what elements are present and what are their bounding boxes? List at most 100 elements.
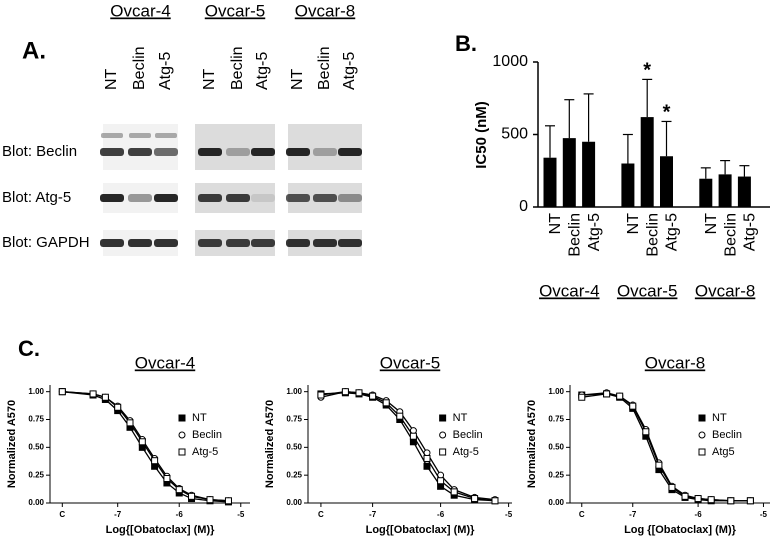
marker <box>341 388 349 396</box>
blot-band <box>251 194 275 202</box>
blot-band <box>128 194 152 202</box>
blot-band <box>286 239 310 247</box>
lane-label: Atg-5 <box>254 52 271 90</box>
y-tick-label: 0 <box>519 198 528 215</box>
y-tick-label: 500 <box>501 126 528 143</box>
bar <box>718 174 732 207</box>
marker <box>698 414 706 422</box>
y-axis-label: Normalized A570 <box>264 400 276 488</box>
x-tick-label: -5 <box>237 510 245 519</box>
blot-band <box>154 194 178 202</box>
marker <box>578 393 586 401</box>
blot-band <box>128 239 152 247</box>
lane-label: Atg-5 <box>157 52 174 90</box>
chart-title: Ovcar-5 <box>380 353 440 372</box>
y-tick-label: 0.75 <box>548 415 564 424</box>
panel-label: C. <box>18 336 40 361</box>
panel-label: B. <box>455 31 477 56</box>
x-tick-label: C <box>59 510 65 519</box>
y-tick-label: 0.00 <box>28 498 44 507</box>
marker <box>114 403 122 411</box>
x-tick-label: Atg-5 <box>742 213 759 251</box>
marker <box>224 497 232 505</box>
blot-band <box>313 239 337 247</box>
marker <box>746 497 754 505</box>
x-tick-label: -6 <box>176 510 184 519</box>
marker <box>707 496 715 504</box>
blot-band <box>286 148 310 156</box>
bar <box>543 157 557 207</box>
x-tick-label: -7 <box>369 510 377 519</box>
x-tick-label: -5 <box>505 510 513 519</box>
marker <box>163 475 171 483</box>
y-tick-label: 0.25 <box>28 470 44 479</box>
marker <box>603 390 611 398</box>
x-tick-label: C <box>318 510 324 519</box>
marker <box>58 388 66 396</box>
x-tick-label: NT <box>625 213 642 235</box>
lane-label: NT <box>103 68 120 90</box>
legend-label: Atg-5 <box>192 446 218 458</box>
x-axis-label: Log{[Obatoclax] (M)} <box>366 524 475 536</box>
marker <box>629 402 637 410</box>
panel-label: A. <box>22 37 46 64</box>
marker <box>101 393 109 401</box>
x-tick-label: Atg-5 <box>586 213 603 251</box>
bar <box>660 156 673 207</box>
chart-title: Ovcar-4 <box>135 353 195 372</box>
marker <box>423 462 431 470</box>
bar <box>621 163 635 207</box>
group-label: Ovcar-8 <box>295 1 355 20</box>
lane-label: Atg-5 <box>341 52 358 90</box>
blot-band <box>338 239 362 247</box>
x-tick-label: NT <box>703 213 720 235</box>
lane-label: NT <box>289 68 306 90</box>
blot-band <box>155 133 177 138</box>
legend-label: Beclin <box>712 429 742 441</box>
x-tick-label: Beclin <box>567 213 584 257</box>
marker <box>423 454 431 462</box>
legend-label: NT <box>712 412 727 424</box>
blot-strip <box>195 124 275 170</box>
marker <box>681 492 689 500</box>
blot-row-label: Blot: Atg-5 <box>2 189 71 206</box>
marker <box>317 391 325 399</box>
marker <box>369 392 377 400</box>
x-tick-label: Beclin <box>644 213 661 257</box>
marker <box>178 431 186 439</box>
marker <box>89 390 97 398</box>
marker <box>439 448 447 456</box>
group-label: Ovcar-5 <box>617 281 677 300</box>
marker <box>175 486 183 494</box>
blot-row-label: Blot: Beclin <box>2 143 77 160</box>
marker <box>188 492 196 500</box>
legend-label: Beclin <box>192 429 222 441</box>
blot-band <box>101 133 123 138</box>
x-tick-label: -7 <box>114 510 122 519</box>
legend-label: Atg-5 <box>453 446 479 458</box>
blot-band <box>286 194 310 202</box>
x-tick-label: -7 <box>629 510 637 519</box>
marker <box>437 477 445 485</box>
blot-band <box>129 133 151 138</box>
x-tick-label: -5 <box>760 510 768 519</box>
significance-mark: * <box>643 60 651 82</box>
y-tick-label: 1000 <box>492 53 528 70</box>
marker <box>126 419 134 427</box>
blot-band <box>313 194 337 202</box>
legend-label: NT <box>453 412 468 424</box>
marker <box>138 438 146 446</box>
blot-band <box>251 148 275 156</box>
blot-band <box>338 194 362 202</box>
y-tick-label: 0.25 <box>286 470 302 479</box>
group-label: Ovcar-8 <box>695 281 755 300</box>
bar <box>699 178 713 207</box>
bar <box>640 117 654 207</box>
y-tick-label: 0.50 <box>548 442 564 451</box>
lane-label: Beclin <box>316 46 333 90</box>
marker <box>668 483 676 491</box>
blot-band <box>198 194 222 202</box>
marker <box>178 414 186 422</box>
bar <box>582 141 596 207</box>
